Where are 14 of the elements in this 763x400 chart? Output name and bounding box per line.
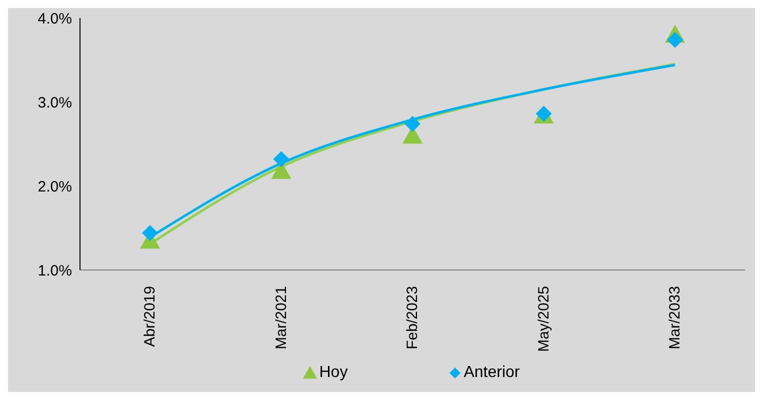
y-tick-label: 3.0% [38,94,72,112]
y-tick-label: 2.0% [38,178,72,196]
point [273,151,290,168]
x-tick-label: Feb/2023 [404,286,421,350]
y-tick-label: 4.0% [38,10,72,28]
x-tick-label: Mar/2033 [666,286,684,350]
legend-label: Hoy [319,364,348,382]
x-tick-label: Abr/2019 [142,286,158,347]
point [404,116,420,132]
x-tick-label: May/2025 [535,286,552,352]
x-tick-label: Mar/2021 [272,286,290,350]
y-tick-label: 1.0% [38,262,72,280]
point [142,225,158,242]
legend-label: Anterior [464,364,520,382]
